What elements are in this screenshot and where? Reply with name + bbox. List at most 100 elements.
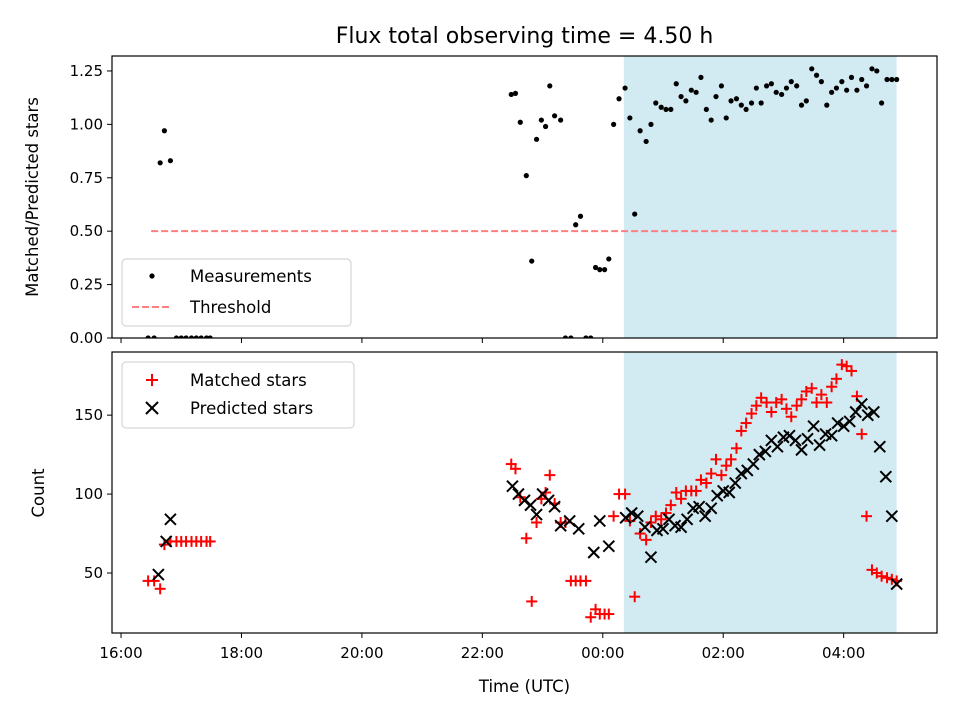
measurement-point: [622, 85, 628, 91]
measurement-point: [773, 89, 779, 95]
predicted-star-point: [692, 500, 706, 513]
measurement-point: [698, 74, 704, 80]
matched-star-point: [845, 365, 857, 377]
measurement-point: [658, 104, 664, 110]
bottom-legend: Matched stars Predicted stars: [121, 361, 355, 429]
measurement-point: [878, 100, 885, 106]
measurement-point: [529, 258, 535, 264]
matched-star-point: [154, 583, 166, 595]
measurement-point: [606, 256, 612, 262]
measurement-point: [597, 267, 603, 273]
legend-predicted-label: Predicted stars: [190, 399, 313, 418]
x-tick-label: 16:00: [99, 644, 142, 662]
measurement-point: [207, 335, 213, 338]
measurement-point: [523, 173, 529, 179]
x-tick-label: 22:00: [461, 644, 504, 662]
measurement-point: [743, 106, 749, 113]
legend-measurements-label: Measurements: [190, 267, 312, 286]
measurement-point: [508, 91, 514, 98]
measurement-point: [673, 81, 679, 87]
measurement-point: [558, 117, 564, 123]
measurement-point: [193, 335, 199, 338]
predicted-star-point: [873, 440, 886, 453]
predicted-star-point: [729, 476, 742, 490]
measurement-point: [728, 98, 734, 104]
top-y-tick-label: 0.25: [70, 276, 103, 294]
matched-star-point: [830, 373, 842, 385]
measurement-point: [688, 87, 694, 93]
top-observing-span: [623, 56, 897, 338]
predicted-star-point: [602, 539, 616, 553]
matched-star-point: [750, 400, 762, 412]
matched-star-point: [836, 359, 848, 371]
matched-star-point: [705, 468, 717, 480]
predicted-star-point: [879, 470, 893, 483]
bottom-y-tick-label: 50: [84, 564, 103, 582]
bottom-y-axis-label: Count: [29, 468, 48, 518]
measurement-point: [854, 87, 860, 93]
legend-matched-marker: [146, 374, 158, 386]
matched-star-point: [670, 487, 682, 498]
measurement-point: [663, 106, 669, 113]
measurement-point: [173, 335, 180, 338]
predicted-star-point: [587, 546, 600, 559]
top-y-axis-label: Matched/Predicted stars: [23, 97, 42, 297]
matched-star-point: [821, 397, 833, 409]
predicted-star-point: [159, 535, 173, 548]
measurement-point: [844, 87, 850, 93]
measurement-point: [632, 211, 638, 217]
top-axes-frame: [111, 55, 938, 339]
measurement-point: [616, 96, 622, 102]
measurement-point: [627, 115, 633, 121]
matched-star-point: [806, 382, 818, 394]
measurement-point: [863, 83, 870, 89]
matched-star-point: [665, 499, 677, 511]
measurement-point: [592, 264, 599, 271]
matched-star-point: [700, 477, 712, 489]
measurement-point: [713, 93, 719, 100]
measurement-point: [601, 267, 608, 273]
predicted-star-point: [861, 408, 874, 422]
measurement-point: [538, 117, 544, 123]
measurement-point: [157, 160, 163, 166]
measurement-point: [859, 76, 865, 83]
matched-star-point: [826, 381, 838, 393]
matched-star-point: [585, 611, 597, 623]
measurement-point: [167, 158, 174, 164]
matched-star-point: [544, 469, 556, 481]
measurement-point: [683, 98, 689, 104]
matched-star-point: [675, 493, 687, 505]
matched-star-point: [881, 572, 893, 584]
matched-star-point: [634, 528, 646, 540]
measurement-point: [839, 79, 845, 85]
matched-star-point: [580, 575, 592, 587]
predicted-star-point: [506, 479, 519, 493]
predicted-star-point: [631, 509, 644, 523]
measurement-point: [533, 136, 540, 142]
measurement-point: [183, 335, 189, 338]
measurement-point: [643, 138, 649, 145]
matched-star-point: [619, 488, 631, 500]
measurement-point: [818, 79, 824, 85]
matched-star-point: [856, 428, 868, 440]
measurement-point: [763, 83, 770, 89]
matched-star-point: [876, 570, 888, 582]
predicted-star-point: [593, 514, 606, 528]
matched-star-point: [730, 442, 742, 454]
predicted-star-point: [680, 513, 694, 526]
measurement-point: [833, 85, 840, 91]
matched-star-point: [531, 516, 543, 528]
measurement-point: [809, 66, 815, 72]
measurement-point: [768, 81, 774, 87]
bottom-axes: 50 100 150 16:00 18:00 20:00 22:00 00:00 02:00 0…: [29, 351, 938, 696]
matched-star-point: [690, 485, 702, 497]
matched-star-point: [776, 393, 788, 405]
measurement-point: [653, 100, 659, 106]
measurement-point: [178, 335, 184, 338]
matched-star-point: [655, 513, 667, 525]
predicted-star-point: [656, 522, 670, 536]
measurement-point: [753, 85, 759, 91]
legend-matched-label: Matched stars: [190, 371, 307, 390]
measurement-point: [588, 335, 594, 338]
measurement-point: [151, 335, 157, 338]
